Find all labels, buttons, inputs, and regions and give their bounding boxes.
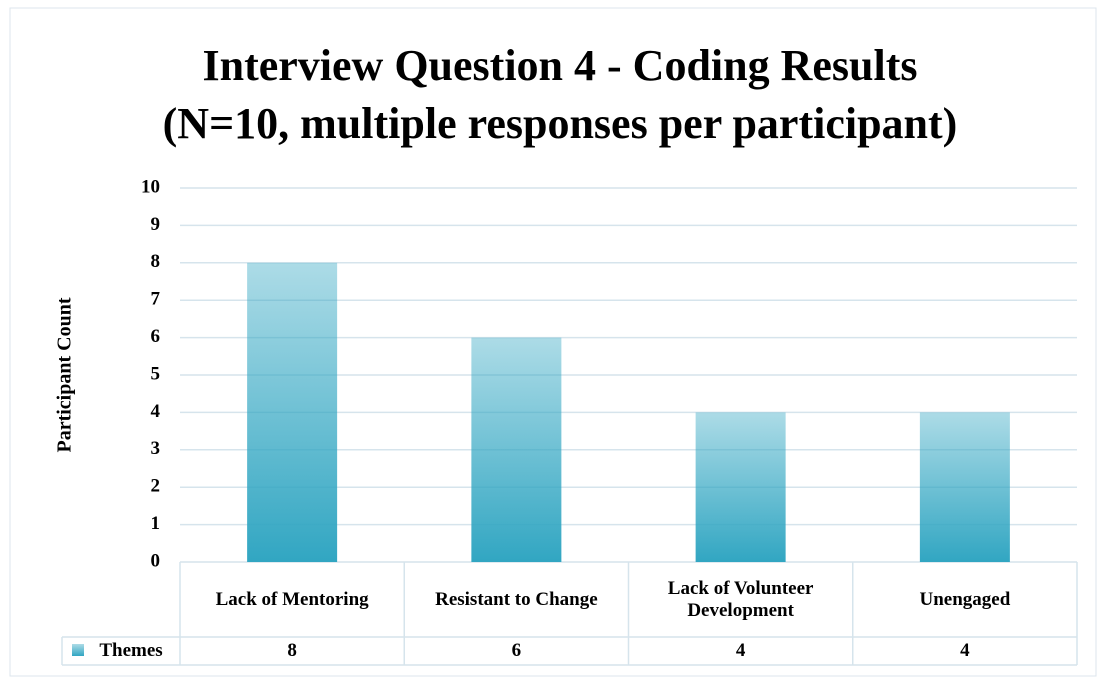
x-tick-label: Unengaged [919,588,1011,610]
y-tick-label: 2 [151,476,161,497]
y-tick-label: 6 [151,326,161,347]
table-value: 6 [511,640,522,661]
legend-label: Themes [99,640,163,661]
y-tick-label: 4 [151,401,161,422]
bar [919,412,1010,562]
x-tick-label: Resistant to Change [435,588,598,610]
y-tick-label: 9 [151,214,161,235]
legend-swatch [72,644,84,656]
chart-title: Interview Question 4 - Coding Results [202,41,917,90]
y-tick-label: 3 [151,438,161,459]
y-tick-label: 1 [151,513,161,534]
x-tick-label: Lack of Mentoring [215,588,369,610]
x-tick-label: Lack of Volunteer Development [667,577,814,621]
y-tick-label: 7 [151,289,161,310]
table-value: 8 [287,640,297,661]
chart-subtitle: (N=10, multiple responses per participan… [163,99,958,148]
y-axis-label: Participant Count [54,297,76,452]
y-tick-label: 5 [151,363,161,384]
bar [247,262,338,562]
table-value: 4 [960,640,970,661]
y-tick-label: 0 [151,550,161,571]
y-tick-label: 10 [141,176,160,197]
table-value: 4 [735,640,746,661]
bar [695,412,786,562]
bar [471,337,562,562]
y-tick-label: 8 [151,251,161,272]
